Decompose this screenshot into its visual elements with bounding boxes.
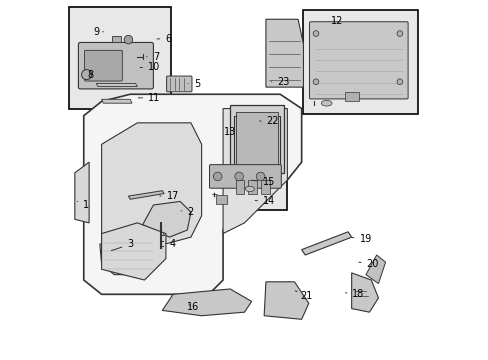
Bar [303,10,417,114]
Bar [69,7,171,109]
Text: 22: 22 [259,116,279,126]
Polygon shape [264,282,308,319]
Ellipse shape [321,100,331,106]
Circle shape [213,172,222,181]
FancyBboxPatch shape [84,50,122,81]
Polygon shape [100,234,157,275]
Bar [344,93,358,102]
Polygon shape [75,162,89,223]
Polygon shape [365,255,385,284]
Text: 1: 1 [77,200,89,210]
Text: 6: 6 [157,34,171,44]
Polygon shape [128,191,164,199]
Circle shape [396,79,402,85]
Bar [230,105,283,173]
Text: 19: 19 [351,234,371,244]
FancyBboxPatch shape [166,76,192,92]
Text: 4: 4 [163,234,175,249]
Circle shape [256,172,264,181]
FancyBboxPatch shape [78,42,153,89]
Polygon shape [102,99,132,103]
Polygon shape [83,94,301,294]
Polygon shape [301,232,351,255]
Text: 18: 18 [345,289,364,299]
Circle shape [312,79,318,85]
Text: 20: 20 [358,259,378,269]
Bar [247,180,257,194]
Polygon shape [102,123,201,251]
Bar [205,134,287,210]
Text: 5: 5 [188,78,200,89]
Bar [260,180,269,194]
Polygon shape [142,202,190,237]
Text: 17: 17 [160,191,179,201]
Ellipse shape [245,186,254,192]
Polygon shape [351,273,378,312]
Text: 14: 14 [255,197,275,206]
Text: 16: 16 [186,302,199,312]
Bar [235,180,244,194]
Text: 2: 2 [181,207,193,217]
Text: 7: 7 [146,52,159,62]
Text: 11: 11 [138,93,160,103]
Text: 12: 12 [330,16,343,26]
Circle shape [124,35,132,44]
Polygon shape [102,223,165,280]
Bar [233,116,280,173]
Circle shape [234,172,243,181]
Polygon shape [162,289,251,316]
Bar [112,36,121,42]
Text: 21: 21 [295,291,312,301]
Bar [235,112,278,167]
Text: 23: 23 [271,77,289,87]
Polygon shape [96,84,137,86]
FancyBboxPatch shape [209,165,281,188]
Text: 9: 9 [94,27,103,37]
Polygon shape [223,109,287,234]
Polygon shape [265,19,303,87]
Text: 15: 15 [251,177,275,187]
Circle shape [81,69,91,80]
Circle shape [312,31,318,36]
Text: 3: 3 [111,239,133,251]
FancyBboxPatch shape [309,22,407,99]
Circle shape [396,31,402,36]
Text: 13: 13 [224,127,236,137]
Text: 8: 8 [87,69,93,80]
Text: 10: 10 [140,63,160,72]
Bar [216,195,226,204]
